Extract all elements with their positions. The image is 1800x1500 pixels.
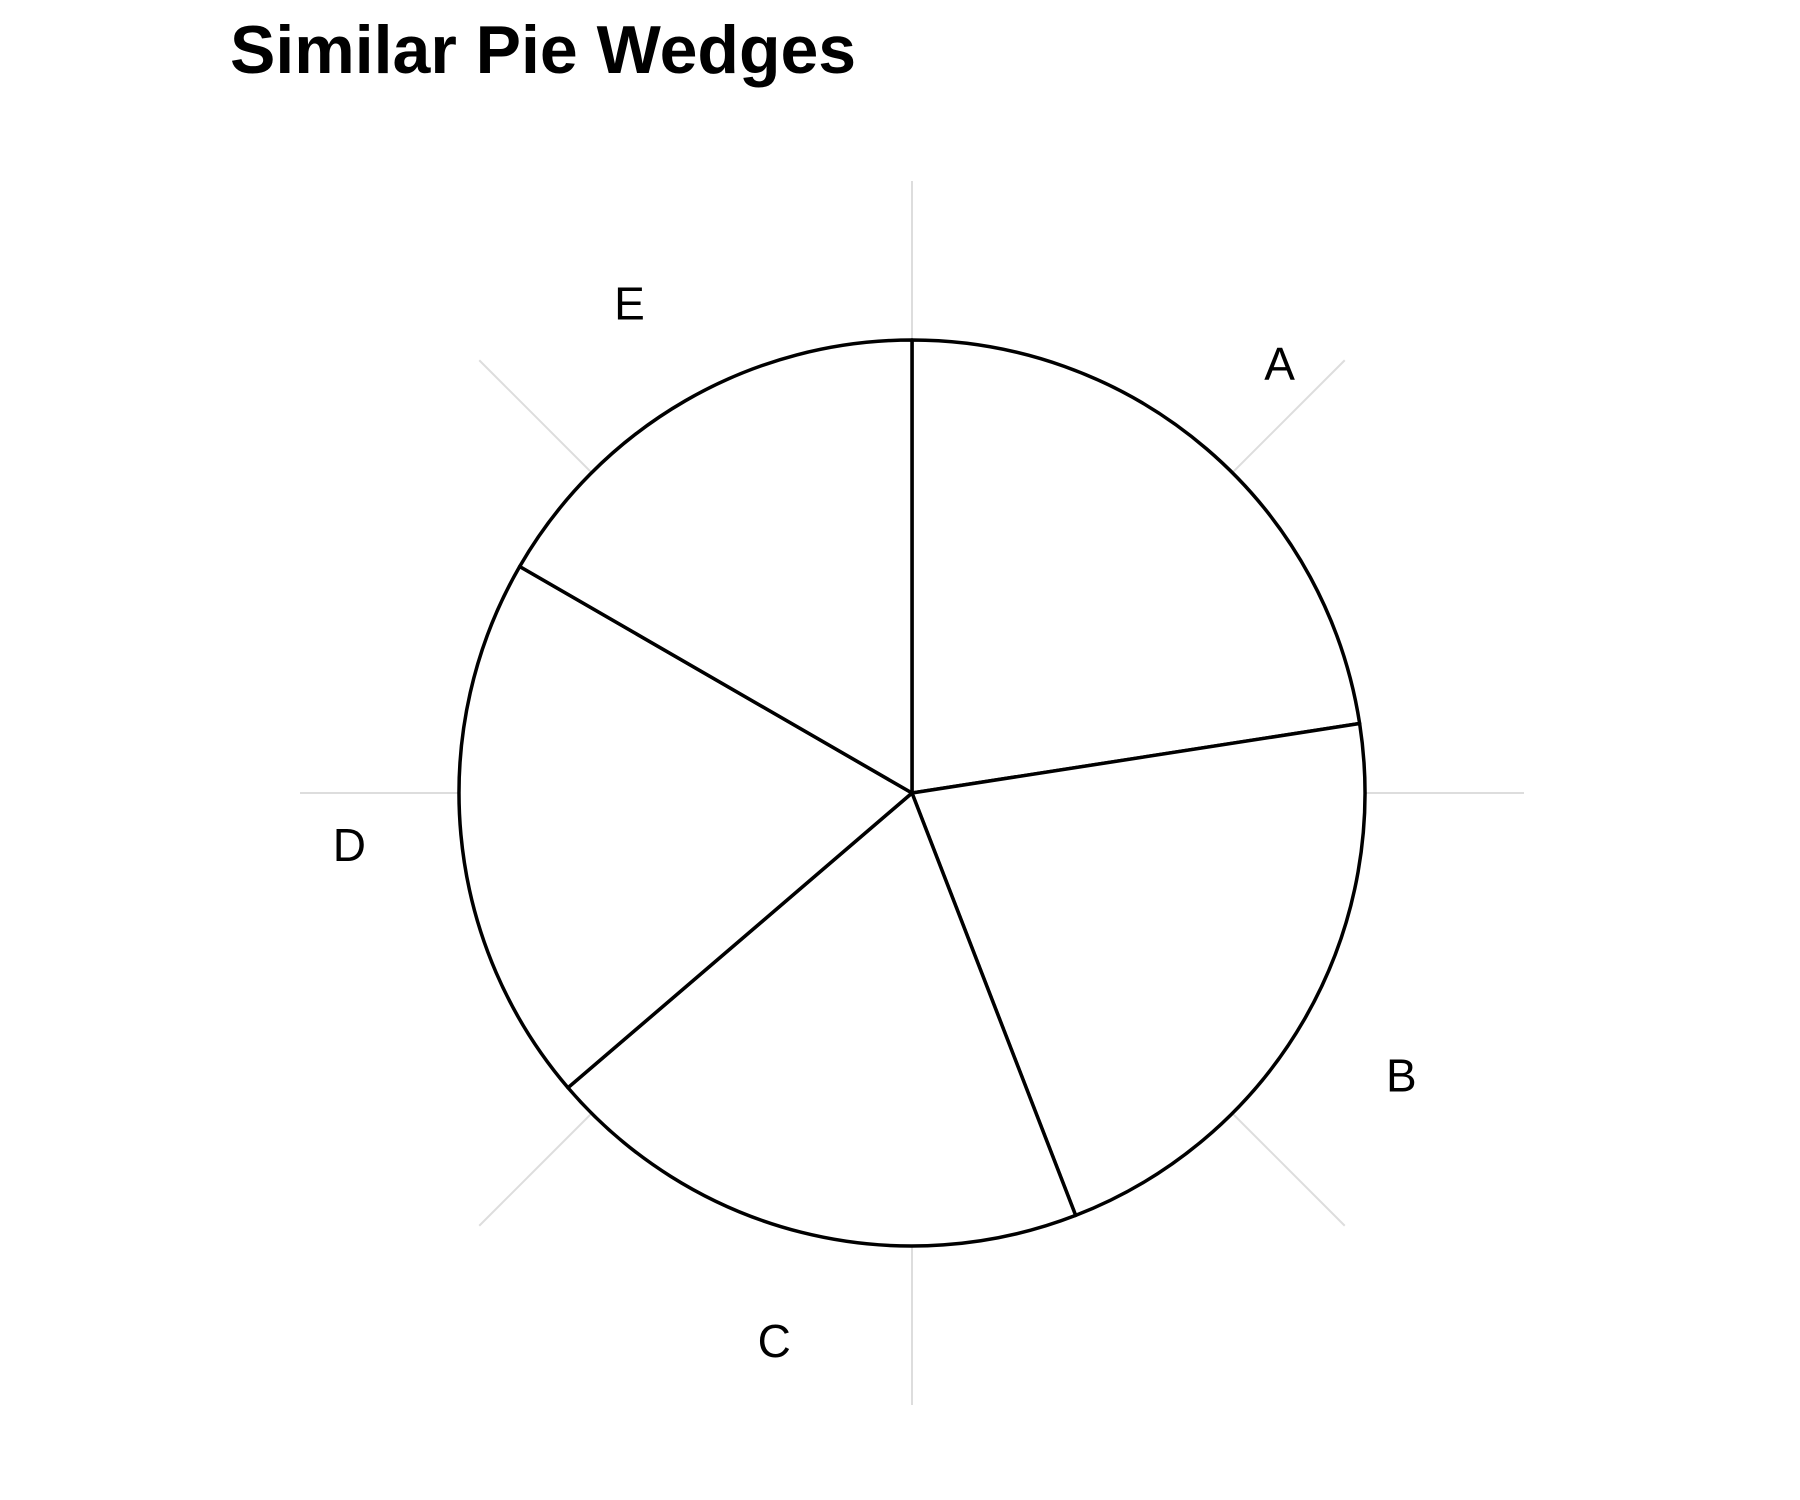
grid-line xyxy=(1231,359,1346,474)
polar-grid xyxy=(300,181,1524,1405)
slice-label-a: A xyxy=(1264,338,1295,390)
slice-label-b: B xyxy=(1386,1050,1417,1102)
pie-slice-b xyxy=(910,721,1367,1218)
grid-line xyxy=(1231,1112,1346,1227)
grid-line xyxy=(478,1112,593,1227)
pie-slices xyxy=(457,338,1367,1248)
slice-label-d: D xyxy=(333,819,366,871)
grid-line xyxy=(478,359,593,474)
chart-title: Similar Pie Wedges xyxy=(230,12,857,88)
slice-label-c: C xyxy=(758,1315,791,1367)
slice-label-e: E xyxy=(614,278,645,330)
pie-slice-c xyxy=(566,791,1078,1248)
pie-slice-a xyxy=(910,338,1362,795)
slice-labels: A B C D E xyxy=(333,278,1417,1367)
pie-slice-d xyxy=(457,564,914,1090)
pie-slice-e xyxy=(517,338,914,795)
